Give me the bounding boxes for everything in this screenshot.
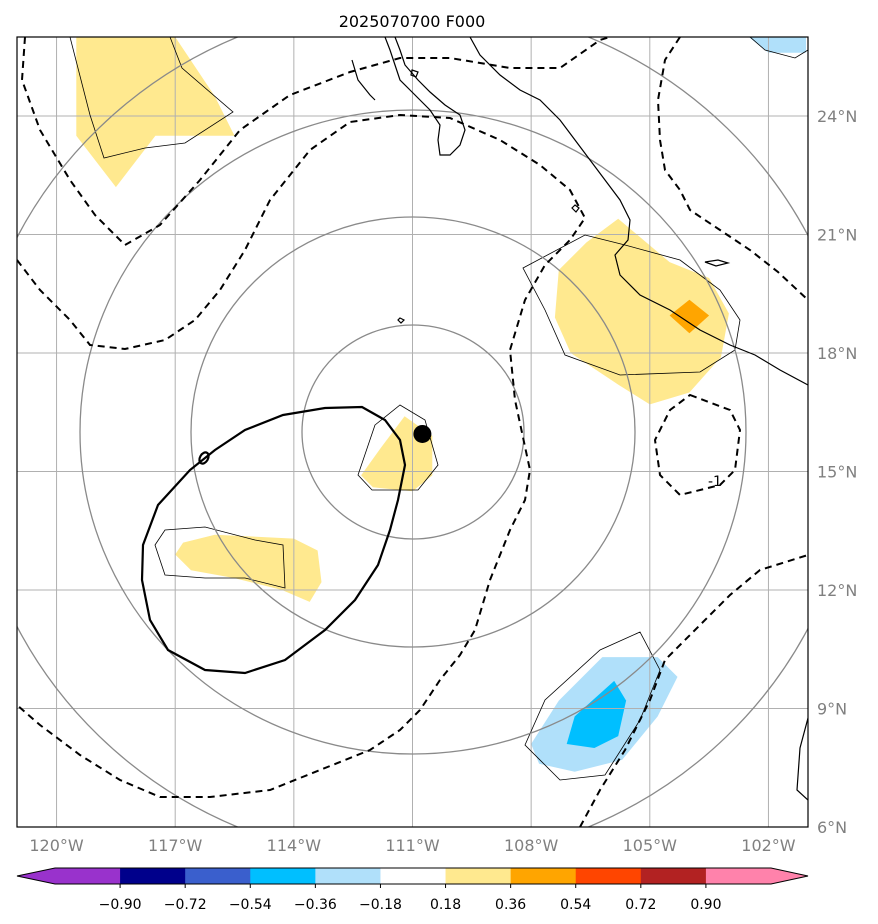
x-tick-labels: 120°W 117°W 114°W 111°W 108°W 105°W 102°W [29, 836, 795, 855]
x-tick-label: 102°W [741, 836, 796, 855]
dashed-contour [579, 554, 808, 827]
y-tick-label: 15°N [817, 463, 857, 482]
storm-center-marker [413, 424, 432, 443]
y-tick-label: 24°N [817, 107, 857, 126]
shaded-region [76, 37, 235, 188]
range-rings [17, 37, 808, 827]
thin-contour [357, 404, 439, 491]
colorbar: −0.90 −0.72 −0.54 −0.36 −0.18 0.18 0.36 0.54 0.7… [16, 867, 809, 913]
y-tick-label: 18°N [817, 344, 857, 363]
colorbar-tick-label: 0.54 [560, 897, 591, 913]
colorbar-tick-label: −0.18 [359, 897, 402, 913]
thin-contour [524, 631, 661, 781]
island [410, 69, 419, 78]
colorbar-tick-label: −0.54 [229, 897, 272, 913]
map-layers: -1 [17, 37, 808, 827]
x-tick-label: 108°W [504, 836, 559, 855]
map-frame [16, 36, 809, 828]
coastline-layer [351, 37, 808, 801]
range-ring [190, 216, 636, 648]
colorbar-tick-label: 0.72 [625, 897, 656, 913]
solid-contour-small [198, 451, 210, 465]
thin-contour-layer [69, 37, 808, 781]
dashed-contour-layer [17, 37, 808, 827]
thin-contour [522, 234, 741, 376]
colorbar-extend-max [771, 868, 808, 884]
y-tick-label: 6°N [817, 818, 847, 837]
coastline [351, 59, 376, 101]
chart-title: 2025070700 F000 [339, 12, 486, 31]
colorbar-segment [380, 868, 447, 884]
x-tick-label: 105°W [623, 836, 678, 855]
dashed-contour [20, 37, 611, 247]
map-gridlines [17, 37, 808, 827]
colorbar-segment [120, 868, 186, 884]
island [704, 259, 731, 267]
colorbar-tick-label: 0.90 [690, 897, 721, 913]
colorbar-segment [185, 868, 251, 884]
colorbar-segment [705, 868, 772, 884]
island [397, 317, 406, 324]
shaded-region [748, 37, 806, 53]
coastline [469, 37, 808, 386]
shaded-region [554, 218, 729, 405]
colorbar-segment [250, 868, 316, 884]
colorbar-tick-label: −0.36 [294, 897, 337, 913]
colorbar-segment [510, 868, 577, 884]
colorbar-extend-min [17, 868, 55, 884]
coastline [796, 717, 808, 801]
y-tick-labels: 6°N 9°N 12°N 15°N 18°N 21°N 24°N [817, 107, 857, 837]
x-tick-label: 111°W [385, 836, 440, 855]
colorbar-outline [16, 867, 809, 885]
colorbar-tick-label: 0.36 [495, 897, 526, 913]
thin-contour [749, 37, 808, 59]
x-tick-label: 114°W [267, 836, 322, 855]
colorbar-segment [315, 868, 381, 884]
solid-contour [140, 405, 407, 675]
colorbar-tick-label: 0.18 [430, 897, 461, 913]
colorbar-tick-label: −0.90 [99, 897, 142, 913]
thin-contour [154, 526, 286, 589]
coastline [384, 37, 466, 156]
range-ring [301, 324, 525, 540]
y-tick-label: 21°N [817, 226, 857, 245]
y-tick-label: 9°N [817, 700, 847, 719]
solid-contour-layer [140, 405, 407, 675]
colorbar-tick-label: −0.72 [164, 897, 207, 913]
colorbar-segment [55, 868, 121, 884]
colorbar-segment [640, 868, 707, 884]
dashed-contour [17, 113, 587, 798]
x-tick-label: 117°W [148, 836, 203, 855]
shaded-region [566, 680, 627, 748]
dashed-contour [656, 37, 808, 301]
y-tick-label: 12°N [817, 581, 857, 600]
island [571, 204, 580, 213]
contour-label: -1 [708, 474, 722, 490]
range-ring [79, 109, 747, 755]
shaded-region [669, 299, 710, 334]
shaded-anomaly-layer [76, 37, 806, 772]
dashed-contour [653, 393, 742, 497]
colorbar-segment [445, 868, 512, 884]
thin-contour [69, 37, 234, 159]
x-tick-label: 120°W [29, 836, 84, 855]
colorbar-segment [575, 868, 642, 884]
